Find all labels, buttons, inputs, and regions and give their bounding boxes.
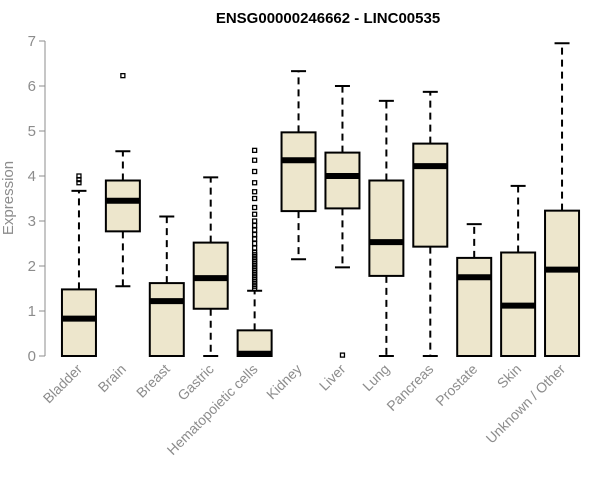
outlier-point <box>251 240 258 247</box>
outlier-point <box>251 189 258 195</box>
x-tick-label: Unknown / Other <box>483 361 569 447</box>
box-iqr <box>148 282 185 358</box>
outlier-point <box>251 245 258 251</box>
x-tick-label: Pancreas <box>383 361 436 414</box>
y-tick-label: 4 <box>28 168 36 185</box>
box-group <box>192 176 229 357</box>
outlier-point <box>251 222 258 229</box>
box-iqr <box>456 256 493 357</box>
box-group <box>368 99 405 357</box>
outlier-point <box>339 352 346 358</box>
box-iqr <box>368 179 405 277</box>
outlier-point <box>251 180 258 186</box>
box-group <box>324 85 361 358</box>
outlier-point <box>76 180 82 186</box>
box-group <box>280 70 317 261</box>
outlier-point <box>251 147 258 154</box>
x-tick-label: Breast <box>133 361 173 401</box>
box-group <box>544 42 581 357</box>
y-axis: 0 1 2 3 4 5 6 7 <box>28 33 46 365</box>
box-group <box>60 173 97 357</box>
outlier-point <box>251 195 258 202</box>
x-tick-label: Brain <box>95 361 129 395</box>
x-tick-label: Kidney <box>263 361 305 403</box>
chart-title: ENSG00000246662 - LINC00535 <box>216 10 440 27</box>
box-iqr <box>412 142 449 248</box>
box-iqr <box>104 179 141 233</box>
box-group <box>236 147 273 358</box>
outlier-point <box>251 218 258 224</box>
outlier-point <box>251 204 258 211</box>
box-group <box>500 184 537 357</box>
box-group <box>456 223 493 357</box>
x-tick-label: Liver <box>316 361 349 394</box>
x-tick-label: Skin <box>494 361 525 392</box>
y-tick-label: 2 <box>28 258 36 275</box>
outlier-point <box>251 231 258 238</box>
box-iqr <box>60 288 97 357</box>
box-iqr <box>324 151 361 210</box>
box-series <box>60 42 581 358</box>
box-group <box>148 215 185 358</box>
outlier-point <box>251 157 258 163</box>
outlier-point <box>76 173 82 179</box>
y-tick-label: 6 <box>28 78 36 95</box>
x-tick-label: Lung <box>359 361 392 394</box>
box-group <box>412 90 449 357</box>
box-iqr <box>544 209 581 357</box>
x-tick-label: Bladder <box>40 361 86 407</box>
outlier-point <box>251 211 258 217</box>
outlier-point <box>120 73 126 79</box>
y-tick-label: 7 <box>28 33 36 50</box>
box-iqr <box>280 131 317 213</box>
y-tick-label: 0 <box>28 348 36 365</box>
y-tick-label: 3 <box>28 213 36 230</box>
y-tick-label: 1 <box>28 303 36 320</box>
box-group <box>104 73 141 288</box>
y-tick-label: 5 <box>28 123 36 140</box>
x-tick-label: Prostate <box>432 361 480 409</box>
x-tick-label: Gastric <box>174 361 217 404</box>
outlier-point <box>251 236 258 242</box>
outlier-point <box>251 168 258 175</box>
y-axis-label: Expression <box>0 161 17 235</box>
outlier-point <box>251 227 258 233</box>
